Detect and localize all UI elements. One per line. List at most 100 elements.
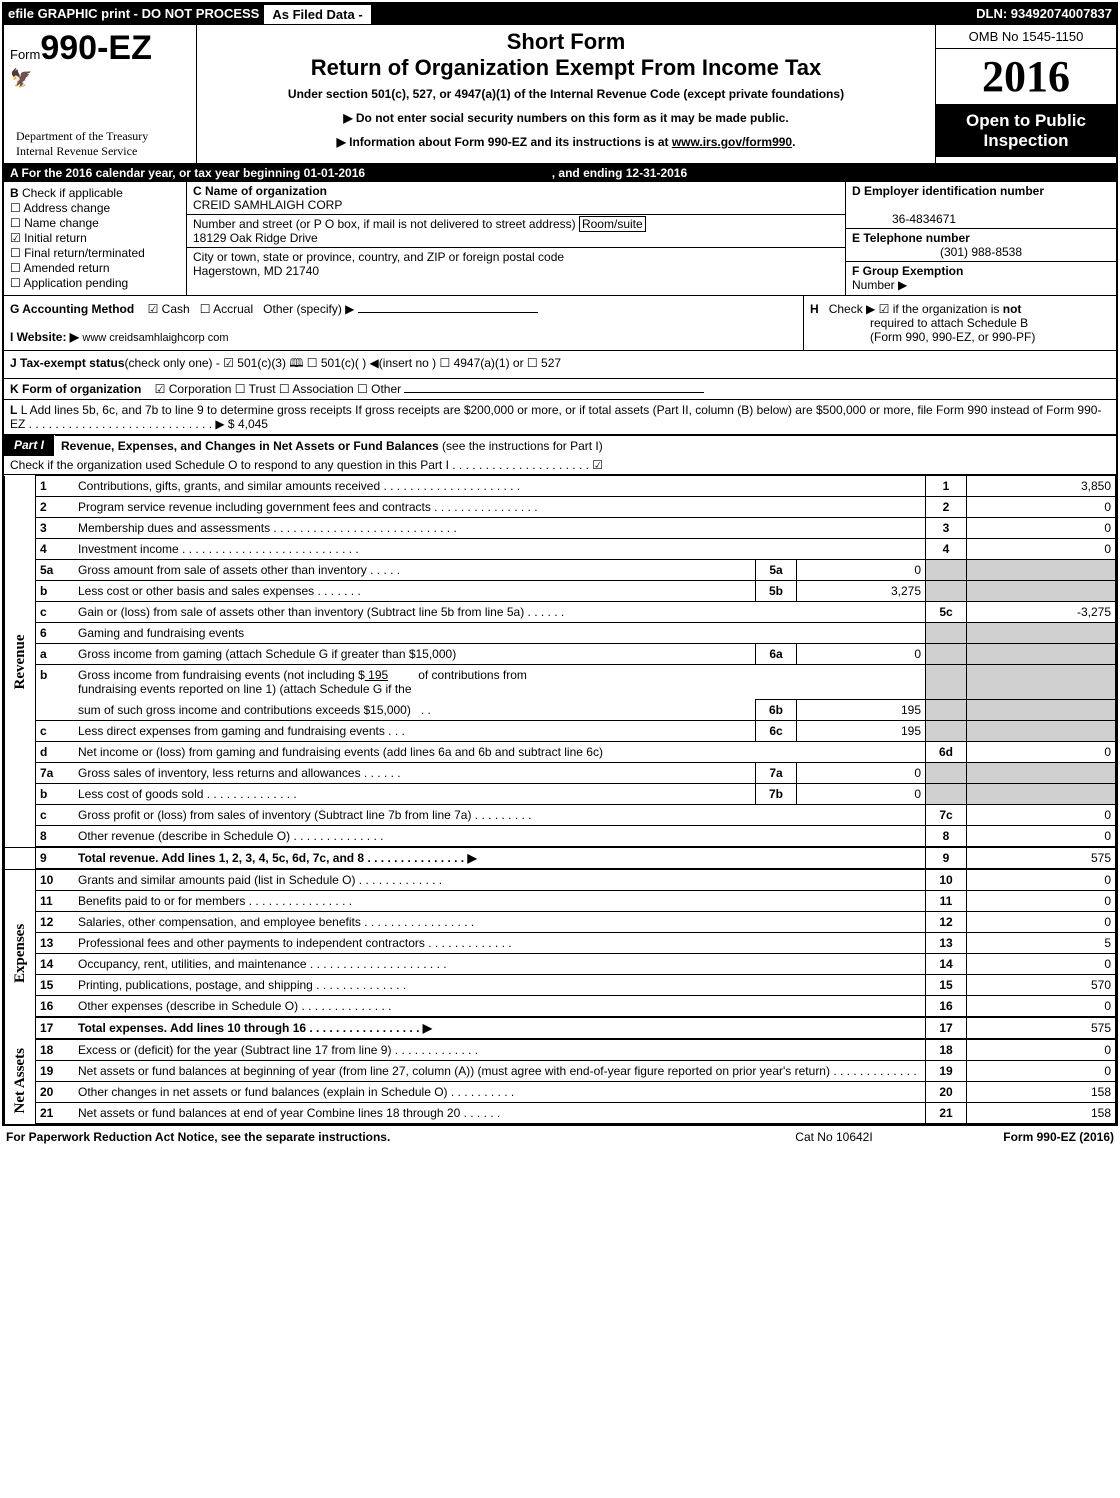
dept-treasury: Department of the Treasury — [10, 129, 190, 144]
line-20: 20 Other changes in net assets or fund b… — [5, 1082, 1116, 1103]
phone-row: E Telephone number (301) 988-8538 — [846, 229, 1116, 262]
cb-initial[interactable]: ☑ Initial return — [10, 231, 180, 245]
line-14: 14 Occupancy, rent, utilities, and maint… — [5, 954, 1116, 975]
cb-accrual[interactable]: ☐ Accrual — [200, 302, 253, 316]
line-2: 2 Program service revenue including gove… — [5, 497, 1116, 518]
section-gh: G Accounting Method ☑ Cash ☐ Accrual Oth… — [4, 296, 1116, 351]
line-8: 8 Other revenue (describe in Schedule O)… — [5, 826, 1116, 848]
header-right: OMB No 1545-1150 2016 Open to Public Ins… — [936, 25, 1116, 163]
lines-table: Revenue 1 Contributions, gifts, grants, … — [4, 475, 1116, 1124]
line-6b: b Gross income from fundraising events (… — [5, 665, 1116, 700]
part1-title: Revenue, Expenses, and Changes in Net As… — [55, 435, 1116, 456]
top-bar: efile GRAPHIC print - DO NOT PROCESS As … — [4, 4, 1116, 25]
row-j: J Tax-exempt status(check only one) - ☑ … — [4, 351, 1116, 379]
line-15: 15 Printing, publications, postage, and … — [5, 975, 1116, 996]
cb-amended[interactable]: ☐ Amended return — [10, 261, 180, 275]
footer-mid: Cat No 10642I — [734, 1130, 934, 1144]
irs-link[interactable]: www.irs.gov/form990 — [672, 135, 792, 149]
line-5a: 5a Gross amount from sale of assets othe… — [5, 560, 1116, 581]
form-header: Form990-EZ 🦅 Department of the Treasury … — [4, 25, 1116, 164]
info-link-line: ▶ Information about Form 990-EZ and its … — [201, 135, 931, 149]
phone: (301) 988-8538 — [852, 245, 1110, 259]
org-name: CREID SAMHLAIGH CORP — [193, 198, 342, 212]
part1-label: Part I — [4, 435, 55, 456]
row-a: A For the 2016 calendar year, or tax yea… — [4, 164, 1116, 182]
under-section: Under section 501(c), 527, or 4947(a)(1)… — [201, 87, 931, 101]
cb-cash[interactable]: ☑ Cash — [148, 302, 190, 316]
other-specify: Other (specify) ▶ — [263, 302, 354, 316]
omb-number: OMB No 1545-1150 — [936, 25, 1116, 49]
street-row: Number and street (or P O box, if mail i… — [187, 215, 845, 248]
bird-icon: 🦅 — [10, 68, 190, 89]
row-a-pre: A For the 2016 calendar year, or tax yea… — [10, 166, 304, 180]
expenses-side-label: Expenses — [5, 869, 36, 1039]
street-address: 18129 Oak Ridge Drive — [193, 231, 318, 245]
row-a-mid: , and ending — [552, 166, 626, 180]
org-name-row: C Name of organization CREID SAMHLAIGH C… — [187, 182, 845, 215]
website-url[interactable]: www creidsamhlaighcorp com — [82, 332, 228, 344]
form-990ez: efile GRAPHIC print - DO NOT PROCESS As … — [2, 2, 1118, 1126]
line-10: Expenses 10 Grants and similar amounts p… — [5, 869, 1116, 891]
tax-end: 12-31-2016 — [626, 166, 687, 180]
line-21: 21 Net assets or fund balances at end of… — [5, 1103, 1116, 1124]
part1-header: Part I Revenue, Expenses, and Changes in… — [4, 435, 1116, 456]
netassets-side-label: Net Assets — [5, 1039, 36, 1124]
header-center: Short Form Return of Organization Exempt… — [197, 25, 936, 163]
dln-label: DLN: 93492074007837 — [972, 4, 1116, 25]
info-pre: ▶ Information about Form 990-EZ and its … — [337, 135, 672, 149]
line-17: 17 Total expenses. Add lines 10 through … — [5, 1017, 1116, 1039]
efile-label: efile GRAPHIC print - DO NOT PROCESS — [4, 4, 263, 25]
tax-begin: 01-01-2016 — [304, 166, 365, 180]
section-bcdef: B Check if applicable ☐ Address change ☐… — [4, 182, 1116, 296]
line-4: 4 Investment income . . . . . . . . . . … — [5, 539, 1116, 560]
line-13: 13 Professional fees and other payments … — [5, 933, 1116, 954]
short-form-title: Short Form — [201, 29, 931, 55]
ssn-warning: ▶ Do not enter social security numbers o… — [201, 111, 931, 125]
line-6c: c Less direct expenses from gaming and f… — [5, 721, 1116, 742]
form-label: Form — [10, 47, 40, 62]
line-7c: c Gross profit or (loss) from sales of i… — [5, 805, 1116, 826]
col-c: C Name of organization CREID SAMHLAIGH C… — [187, 182, 846, 295]
city-state-zip: Hagerstown, MD 21740 — [193, 264, 319, 278]
col-b: B Check if applicable ☐ Address change ☐… — [4, 182, 187, 295]
cb-address[interactable]: ☐ Address change — [10, 201, 180, 215]
line-6a: a Gross income from gaming (attach Sched… — [5, 644, 1116, 665]
footer: For Paperwork Reduction Act Notice, see … — [0, 1128, 1120, 1146]
tax-year: 2016 — [936, 49, 1116, 105]
dept-irs: Internal Revenue Service — [10, 144, 190, 159]
i-label: I Website: ▶ — [10, 330, 79, 344]
group-exemption-row: F Group Exemption Number ▶ — [846, 262, 1116, 294]
line-11: 11 Benefits paid to or for members . . .… — [5, 891, 1116, 912]
ein: 36-4834671 — [852, 212, 956, 226]
line-9: 9 Total revenue. Add lines 1, 2, 3, 4, 5… — [5, 847, 1116, 869]
col-h: H Check ▶ ☑ if the organization is not r… — [804, 296, 1116, 350]
cb-pending[interactable]: ☐ Application pending — [10, 276, 180, 290]
row-l: L L Add lines 5b, 6c, and 7b to line 9 t… — [4, 400, 1116, 435]
col-g: G Accounting Method ☑ Cash ☐ Accrual Oth… — [4, 296, 804, 350]
line-3: 3 Membership dues and assessments . . . … — [5, 518, 1116, 539]
line-5b: b Less cost or other basis and sales exp… — [5, 581, 1116, 602]
line-16: 16 Other expenses (describe in Schedule … — [5, 996, 1116, 1018]
l-amount: 4,045 — [238, 417, 268, 431]
row-k: K Form of organization ☑ Corporation ☐ T… — [4, 379, 1116, 400]
line-12: 12 Salaries, other compensation, and emp… — [5, 912, 1116, 933]
cb-final[interactable]: ☐ Final return/terminated — [10, 246, 180, 260]
col-de: D Employer identification number 36-4834… — [846, 182, 1116, 295]
cb-name[interactable]: ☐ Name change — [10, 216, 180, 230]
header-left: Form990-EZ 🦅 Department of the Treasury … — [4, 25, 197, 163]
line-6b-2: sum of such gross income and contributio… — [5, 700, 1116, 721]
line-18: Net Assets 18 Excess or (deficit) for th… — [5, 1039, 1116, 1061]
line-7b: b Less cost of goods sold . . . . . . . … — [5, 784, 1116, 805]
line-19: 19 Net assets or fund balances at beginn… — [5, 1061, 1116, 1082]
g-label: G Accounting Method — [10, 302, 134, 316]
part1-check-o: Check if the organization used Schedule … — [4, 456, 1116, 475]
return-title: Return of Organization Exempt From Incom… — [201, 55, 931, 81]
line-6: 6 Gaming and fundraising events — [5, 623, 1116, 644]
line-6d: d Net income or (loss) from gaming and f… — [5, 742, 1116, 763]
open-public-badge: Open to Public Inspection — [936, 105, 1116, 157]
line-7a: 7a Gross sales of inventory, less return… — [5, 763, 1116, 784]
footer-right: Form 990-EZ (2016) — [934, 1130, 1114, 1144]
revenue-side-label: Revenue — [5, 476, 36, 848]
as-filed-label: As Filed Data - — [263, 4, 371, 25]
city-row: City or town, state or province, country… — [187, 248, 845, 280]
